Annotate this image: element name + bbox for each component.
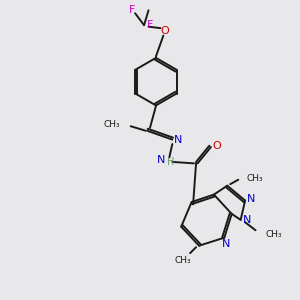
- Text: CH₃: CH₃: [247, 174, 263, 183]
- Text: CH₃: CH₃: [104, 120, 120, 129]
- Text: O: O: [160, 26, 169, 36]
- Text: F: F: [129, 5, 135, 15]
- Text: H: H: [167, 158, 175, 167]
- Text: CH₃: CH₃: [265, 230, 282, 239]
- Text: N: N: [242, 215, 251, 225]
- Text: N: N: [222, 238, 230, 249]
- Text: N: N: [157, 155, 165, 165]
- Text: N: N: [247, 194, 255, 204]
- Text: O: O: [212, 140, 221, 151]
- Text: N: N: [173, 135, 182, 145]
- Text: F: F: [147, 20, 153, 30]
- Text: CH₃: CH₃: [174, 256, 191, 265]
